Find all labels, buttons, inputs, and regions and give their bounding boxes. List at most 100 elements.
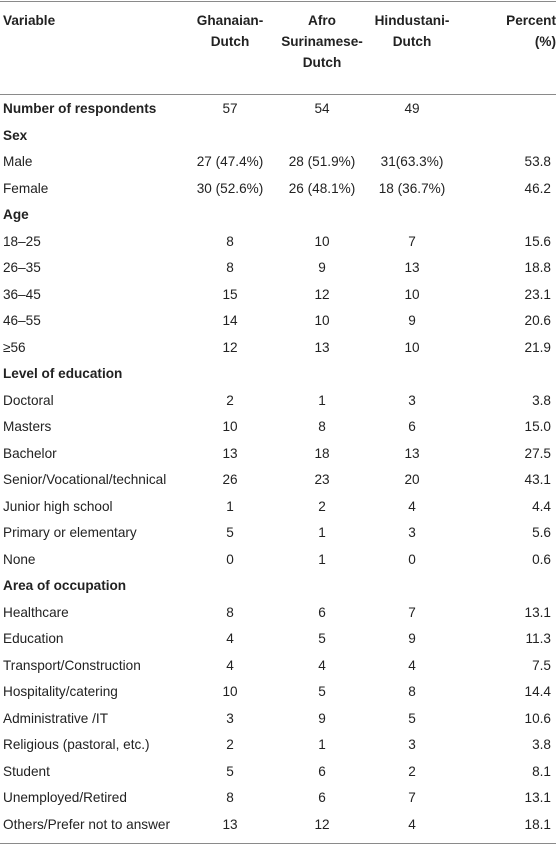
afro-surinamese-dutch-cell: 5	[318, 684, 326, 699]
table-row: Others/Prefer not to answer 13 12 4 18.1	[0, 812, 556, 839]
header-ghanaian-dutch: Ghanaian- Dutch	[196, 13, 264, 49]
ghanaian-dutch-cell: 57	[222, 101, 238, 116]
ghanaian-dutch-cell: 8	[226, 604, 234, 620]
ghanaian-dutch-cell: 10	[222, 419, 238, 434]
ghanaian-dutch-cell: 5	[226, 525, 234, 540]
ghanaian-dutch-cell: 8	[226, 233, 234, 249]
header-percent: Percent (%)	[506, 13, 556, 49]
row-label: Bachelor	[3, 445, 57, 461]
hindustani-dutch-cell: 4	[408, 498, 416, 514]
section-header-row: Level of education	[0, 361, 556, 388]
table-row: Healthcare 8 6 7 13.1	[0, 600, 556, 627]
row-label: Primary or elementary	[3, 525, 137, 540]
percent-cell: 21.9	[524, 339, 551, 355]
afro-surinamese-dutch-cell: 2	[318, 498, 326, 514]
afro-surinamese-dutch-cell: 54	[314, 101, 330, 116]
afro-surinamese-dutch-cell: 1	[318, 737, 326, 752]
hindustani-dutch-cell: 9	[408, 313, 416, 328]
ghanaian-dutch-cell: 2	[226, 392, 234, 408]
section-header-row: Sex	[0, 123, 556, 150]
percent-cell: 15.6	[524, 233, 551, 249]
row-label: Male	[3, 154, 33, 169]
percent-cell: 46.2	[524, 180, 551, 196]
percent-cell: 7.5	[532, 657, 551, 673]
hindustani-dutch-cell: 8	[408, 684, 416, 699]
afro-surinamese-dutch-cell: 1	[318, 392, 326, 408]
section-label: Age	[3, 207, 29, 222]
hindustani-dutch-cell: 4	[408, 816, 416, 832]
table-row: Administrative /IT 3 9 5 10.6	[0, 706, 556, 733]
row-label: ≥56	[3, 339, 26, 355]
table-row: Bachelor 13 18 13 27.5	[0, 441, 556, 468]
afro-surinamese-dutch-cell: 12	[314, 816, 330, 832]
afro-surinamese-dutch-cell: 5	[318, 631, 326, 646]
row-label: Masters	[3, 419, 52, 434]
row-label: 36–45	[3, 286, 41, 302]
header-afro-surinamese-dutch: Afro Surinamese- Dutch	[281, 13, 363, 70]
row-label: Junior high school	[3, 498, 113, 514]
percent-cell: 4.4	[532, 498, 551, 514]
hindustani-dutch-cell: 18 (36.7%)	[378, 180, 446, 196]
ghanaian-dutch-cell: 2	[226, 737, 234, 752]
hindustani-dutch-cell: 3	[408, 525, 416, 540]
row-label: Education	[3, 631, 64, 646]
row-label: Religious (pastoral, etc.)	[3, 737, 150, 752]
afro-surinamese-dutch-cell: 8	[318, 419, 326, 434]
hindustani-dutch-cell: 4	[408, 657, 416, 673]
table-body: Number of respondents 57 54 49 Sex Male 27 (47…	[0, 96, 556, 838]
table-row: Primary or elementary 5 1 3 5.6	[0, 520, 556, 547]
hindustani-dutch-cell: 7	[408, 790, 416, 805]
ghanaian-dutch-cell: 30 (52.6%)	[196, 180, 264, 196]
table-row: Female 30 (52.6%) 26 (48.1%) 18 (36.7%) 46.2	[0, 176, 556, 203]
hindustani-dutch-cell: 5	[408, 710, 416, 726]
table-top-rule	[0, 1, 556, 2]
ghanaian-dutch-cell: 1	[226, 498, 234, 514]
afro-surinamese-dutch-cell: 1	[318, 551, 326, 567]
row-label: Senior/Vocational/technical	[3, 472, 167, 487]
row-label: Number of respondents	[3, 101, 157, 116]
row-label: 46–55	[3, 313, 41, 328]
percent-cell: 11.3	[525, 631, 551, 646]
header-hindustani-dutch: Hindustani- Dutch	[374, 13, 450, 49]
ghanaian-dutch-cell: 15	[222, 286, 238, 302]
percent-cell: 5.6	[532, 525, 551, 540]
row-label: Healthcare	[3, 604, 69, 620]
ghanaian-dutch-cell: 27 (47.4%)	[196, 154, 264, 169]
hindustani-dutch-cell: 0	[408, 551, 416, 567]
ghanaian-dutch-cell: 0	[226, 551, 234, 567]
row-label: Hospitality/catering	[3, 684, 118, 699]
hindustani-dutch-cell: 3	[408, 737, 416, 752]
afro-surinamese-dutch-cell: 28 (51.9%)	[288, 154, 356, 169]
table-row: Male 27 (47.4%) 28 (51.9%) 31(63.3%) 53.8	[0, 149, 556, 176]
hindustani-dutch-cell: 13	[404, 260, 420, 275]
hindustani-dutch-cell: 31(63.3%)	[380, 154, 444, 169]
hindustani-dutch-cell: 10	[404, 339, 420, 355]
ghanaian-dutch-cell: 8	[226, 790, 234, 805]
afro-surinamese-dutch-cell: 13	[314, 339, 330, 355]
ghanaian-dutch-cell: 10	[222, 684, 238, 699]
table-row: Religious (pastoral, etc.) 2 1 3 3.8	[0, 732, 556, 759]
percent-cell: 13.1	[524, 604, 551, 620]
row-label: Student	[3, 763, 50, 779]
ghanaian-dutch-cell: 14	[222, 313, 238, 328]
section-label: Sex	[3, 127, 28, 143]
row-label: 26–35	[3, 260, 41, 275]
table-row: Unemployed/Retired 8 6 7 13.1	[0, 785, 556, 812]
hindustani-dutch-cell: 49	[404, 101, 420, 116]
afro-surinamese-dutch-cell: 10	[314, 313, 330, 328]
ghanaian-dutch-cell: 12	[222, 339, 238, 355]
ghanaian-dutch-cell: 4	[226, 631, 234, 646]
percent-cell: 14.4	[524, 684, 551, 699]
percent-cell: 20.6	[524, 313, 551, 328]
afro-surinamese-dutch-cell: 6	[318, 604, 326, 620]
row-label: Unemployed/Retired	[3, 790, 127, 805]
ghanaian-dutch-cell: 8	[226, 260, 234, 275]
ghanaian-dutch-cell: 13	[222, 816, 238, 832]
afro-surinamese-dutch-cell: 6	[318, 790, 326, 805]
percent-cell: 0.6	[532, 551, 551, 567]
ghanaian-dutch-cell: 5	[226, 763, 234, 779]
ghanaian-dutch-cell: 26	[222, 472, 238, 487]
percent-cell: 10.6	[524, 710, 551, 726]
afro-surinamese-dutch-cell: 1	[318, 525, 326, 540]
